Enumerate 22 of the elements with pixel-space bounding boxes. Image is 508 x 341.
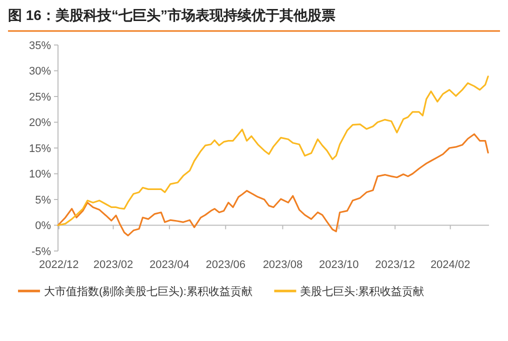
x-tick-label: 2023/12 <box>375 259 415 271</box>
y-tick-label: -5% <box>31 246 52 258</box>
x-tick-label: 2023/08 <box>262 259 303 271</box>
x-tick-label: 2023/06 <box>206 259 246 271</box>
line-series <box>57 133 489 236</box>
y-tick-label: 35% <box>28 40 52 52</box>
y-tick-label: 10% <box>28 168 52 181</box>
legend-label: 大市值指数(剔除美股七巨头):累积收益贡献 <box>44 284 252 298</box>
chart-title: 图 16：美股科技“七巨头”市场表现持续优于其他股票 <box>8 7 336 23</box>
y-tick-label: 20% <box>28 117 52 130</box>
x-tick-label: 2023/10 <box>319 259 359 271</box>
x-tick-label: 2022/12 <box>39 259 79 271</box>
x-tick-label: 2023/04 <box>150 259 190 271</box>
y-tick-label: 25% <box>28 91 52 104</box>
y-tick-label: 0% <box>35 220 52 232</box>
y-tick-label: 30% <box>28 66 52 78</box>
x-tick-label: 2023/02 <box>93 259 134 271</box>
y-tick-label: 5% <box>35 194 52 206</box>
x-tick-label: 2024/02 <box>430 259 470 271</box>
legend-label: 美股七巨头:累积收益贡献 <box>300 284 424 298</box>
line-series <box>57 76 489 226</box>
y-tick-label: 15% <box>28 142 52 155</box>
